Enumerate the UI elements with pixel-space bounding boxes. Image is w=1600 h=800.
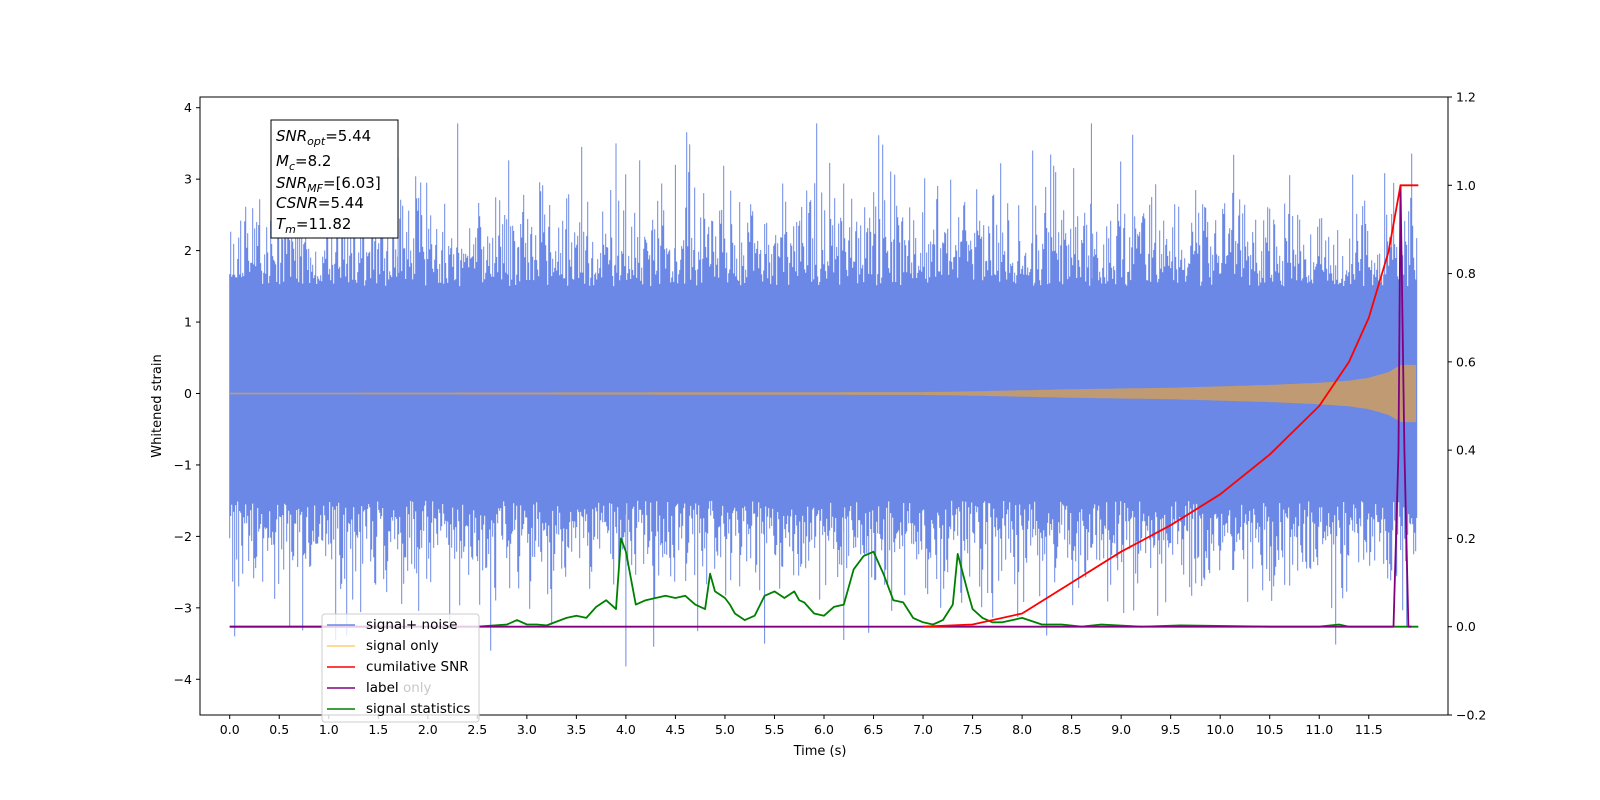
y-tick-label: 1 [184, 315, 192, 330]
legend-label-cumulative-snr: cumilative SNR [366, 659, 469, 675]
legend-label-signal-only: signal only [366, 638, 439, 654]
x-tick-label: 6.5 [864, 722, 884, 737]
signal-statistics-line [229, 537, 1419, 628]
x-axis-label: Time (s) [793, 744, 847, 759]
legend-frame [321, 613, 480, 723]
x-tick-label: 4.5 [665, 722, 685, 737]
y-tick-label: 0 [184, 386, 192, 401]
y2-tick-label: 1.0 [1456, 178, 1476, 193]
y-axis-label: Whitened strain [150, 354, 165, 457]
x-tick-label: 6.0 [814, 722, 834, 737]
x-tick-label: 9.5 [1161, 722, 1181, 737]
cumilative-snr-line [922, 184, 1419, 628]
y-tick-label: −1 [174, 457, 192, 472]
cumulative-snr-series [922, 184, 1419, 628]
x-tick-label: 7.5 [963, 722, 983, 737]
legend: signal+ noise signal only cumilative SNR… [321, 613, 480, 723]
x-tick-label: 1.5 [368, 722, 388, 737]
x-tick-label: 4.0 [616, 722, 636, 737]
y2-tick-label: −0.2 [1456, 708, 1486, 723]
x-tick-label: 8.5 [1062, 722, 1082, 737]
x-tick-label: 5.5 [765, 722, 785, 737]
y-tick-label: 2 [184, 243, 192, 258]
legend-label-signal-statistics: signal statistics [366, 701, 470, 717]
x-tick-label: 1.0 [319, 722, 339, 737]
x-tick-label: 2.0 [418, 722, 438, 737]
x-tick-label: 10.0 [1206, 722, 1234, 737]
y2-axis-ticks: −0.2 0.0 0.2 0.4 0.6 0.8 1.0 1.2 [1448, 90, 1486, 723]
legend-entry-signal-only: signal only [327, 638, 439, 654]
legend-entry-cumulative-snr: cumilative SNR [327, 659, 469, 675]
y-tick-label: −4 [174, 672, 192, 687]
x-tick-label: 11.5 [1355, 722, 1383, 737]
x-tick-label: 0.5 [269, 722, 289, 737]
signal-statistics-series [229, 537, 1419, 628]
signal-only-series [229, 364, 1417, 423]
x-tick-label: 3.5 [566, 722, 586, 737]
legend-entry-signal-noise: signal+ noise [327, 617, 457, 633]
x-axis-ticks: 0.0 0.5 1.0 1.5 2.0 2.5 3.0 3.5 4.0 4.5 5.0 5.5 6.0 6… [220, 715, 1383, 737]
info-csnr: CSNR=5.44 [276, 194, 364, 212]
legend-label-label-only: label only [366, 680, 432, 696]
y2-tick-label: 1.2 [1456, 90, 1476, 105]
y2-tick-label: 0.6 [1456, 354, 1476, 369]
legend-label-label: label [366, 680, 399, 696]
legend-label-signal-noise: signal+ noise [366, 617, 457, 633]
x-tick-label: 11.0 [1305, 722, 1333, 737]
x-tick-label: 7.0 [913, 722, 933, 737]
y2-tick-label: 0.0 [1456, 619, 1476, 634]
y-tick-label: −2 [174, 529, 192, 544]
x-tick-label: 0.0 [220, 722, 240, 737]
y2-tick-label: 0.2 [1456, 531, 1476, 546]
x-tick-label: 2.5 [467, 722, 487, 737]
info-box-frame [270, 119, 399, 239]
y2-tick-label: 0.8 [1456, 266, 1476, 281]
y-tick-label: −3 [174, 600, 192, 615]
y-tick-label: 3 [184, 172, 192, 187]
x-tick-label: 9.0 [1111, 722, 1131, 737]
info-snr-opt: SNRopt=5.44 [276, 127, 371, 148]
legend-entry-label: label only label [327, 680, 432, 696]
info-snr-mf: SNRMF=[6.03] [276, 174, 381, 195]
info-tm: Tm=11.82 [276, 215, 351, 236]
legend-entry-signal-statistics: signal statistics [327, 701, 470, 717]
x-tick-label: 10.5 [1256, 722, 1284, 737]
info-mc: Mc=8.2 [276, 152, 331, 173]
y2-tick-label: 0.4 [1456, 443, 1476, 458]
plot-area [229, 123, 1419, 667]
x-tick-label: 3.0 [517, 722, 537, 737]
y-tick-label: 4 [184, 100, 192, 115]
x-tick-label: 5.0 [715, 722, 735, 737]
y-axis-ticks: −4 −3 −2 −1 0 1 2 3 4 [174, 100, 200, 687]
info-box: SNRopt=5.44 Mc=8.2 SNRMF=[6.03] CSNR=5.4… [270, 119, 399, 239]
x-tick-label: 8.0 [1012, 722, 1032, 737]
